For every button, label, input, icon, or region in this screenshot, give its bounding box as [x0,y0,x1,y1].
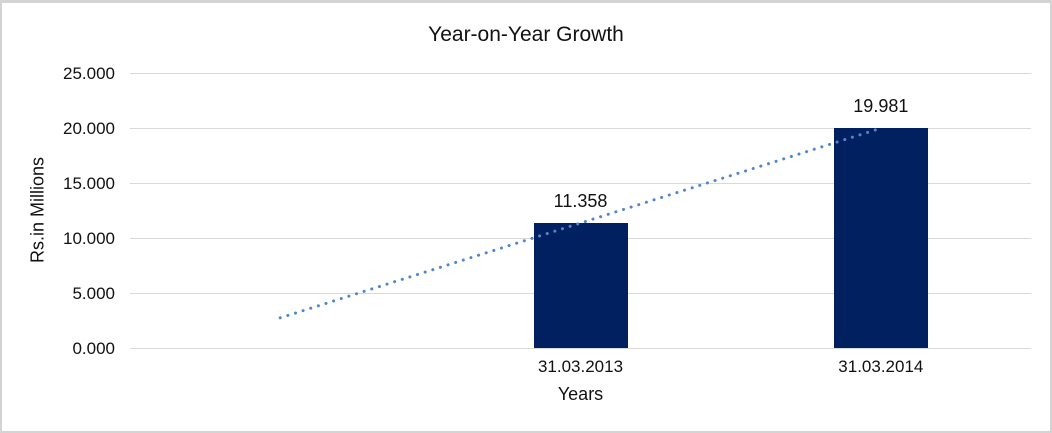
bar-data-label: 19.981 [853,96,909,117]
gridline [130,72,1031,74]
y-tick-label: 10.000 [63,228,115,248]
y-tick-label: 0.000 [72,338,115,358]
bar [833,128,928,348]
y-tick-label: 25.000 [63,63,115,83]
x-category-label: 31.03.2013 [537,357,624,376]
x-category-label: 31.03.2014 [838,357,924,376]
gridline [130,347,1031,349]
y-tick-label: 20.000 [63,118,115,138]
bar [533,223,628,348]
plot-area [130,72,1031,349]
y-tick-label: 5.000 [72,283,115,303]
chart-title: Year-on-Year Growth [428,23,624,46]
x-axis-title: Years [557,384,604,404]
bar-data-label: 11.358 [553,191,608,212]
y-tick-label: 15.000 [63,173,115,193]
